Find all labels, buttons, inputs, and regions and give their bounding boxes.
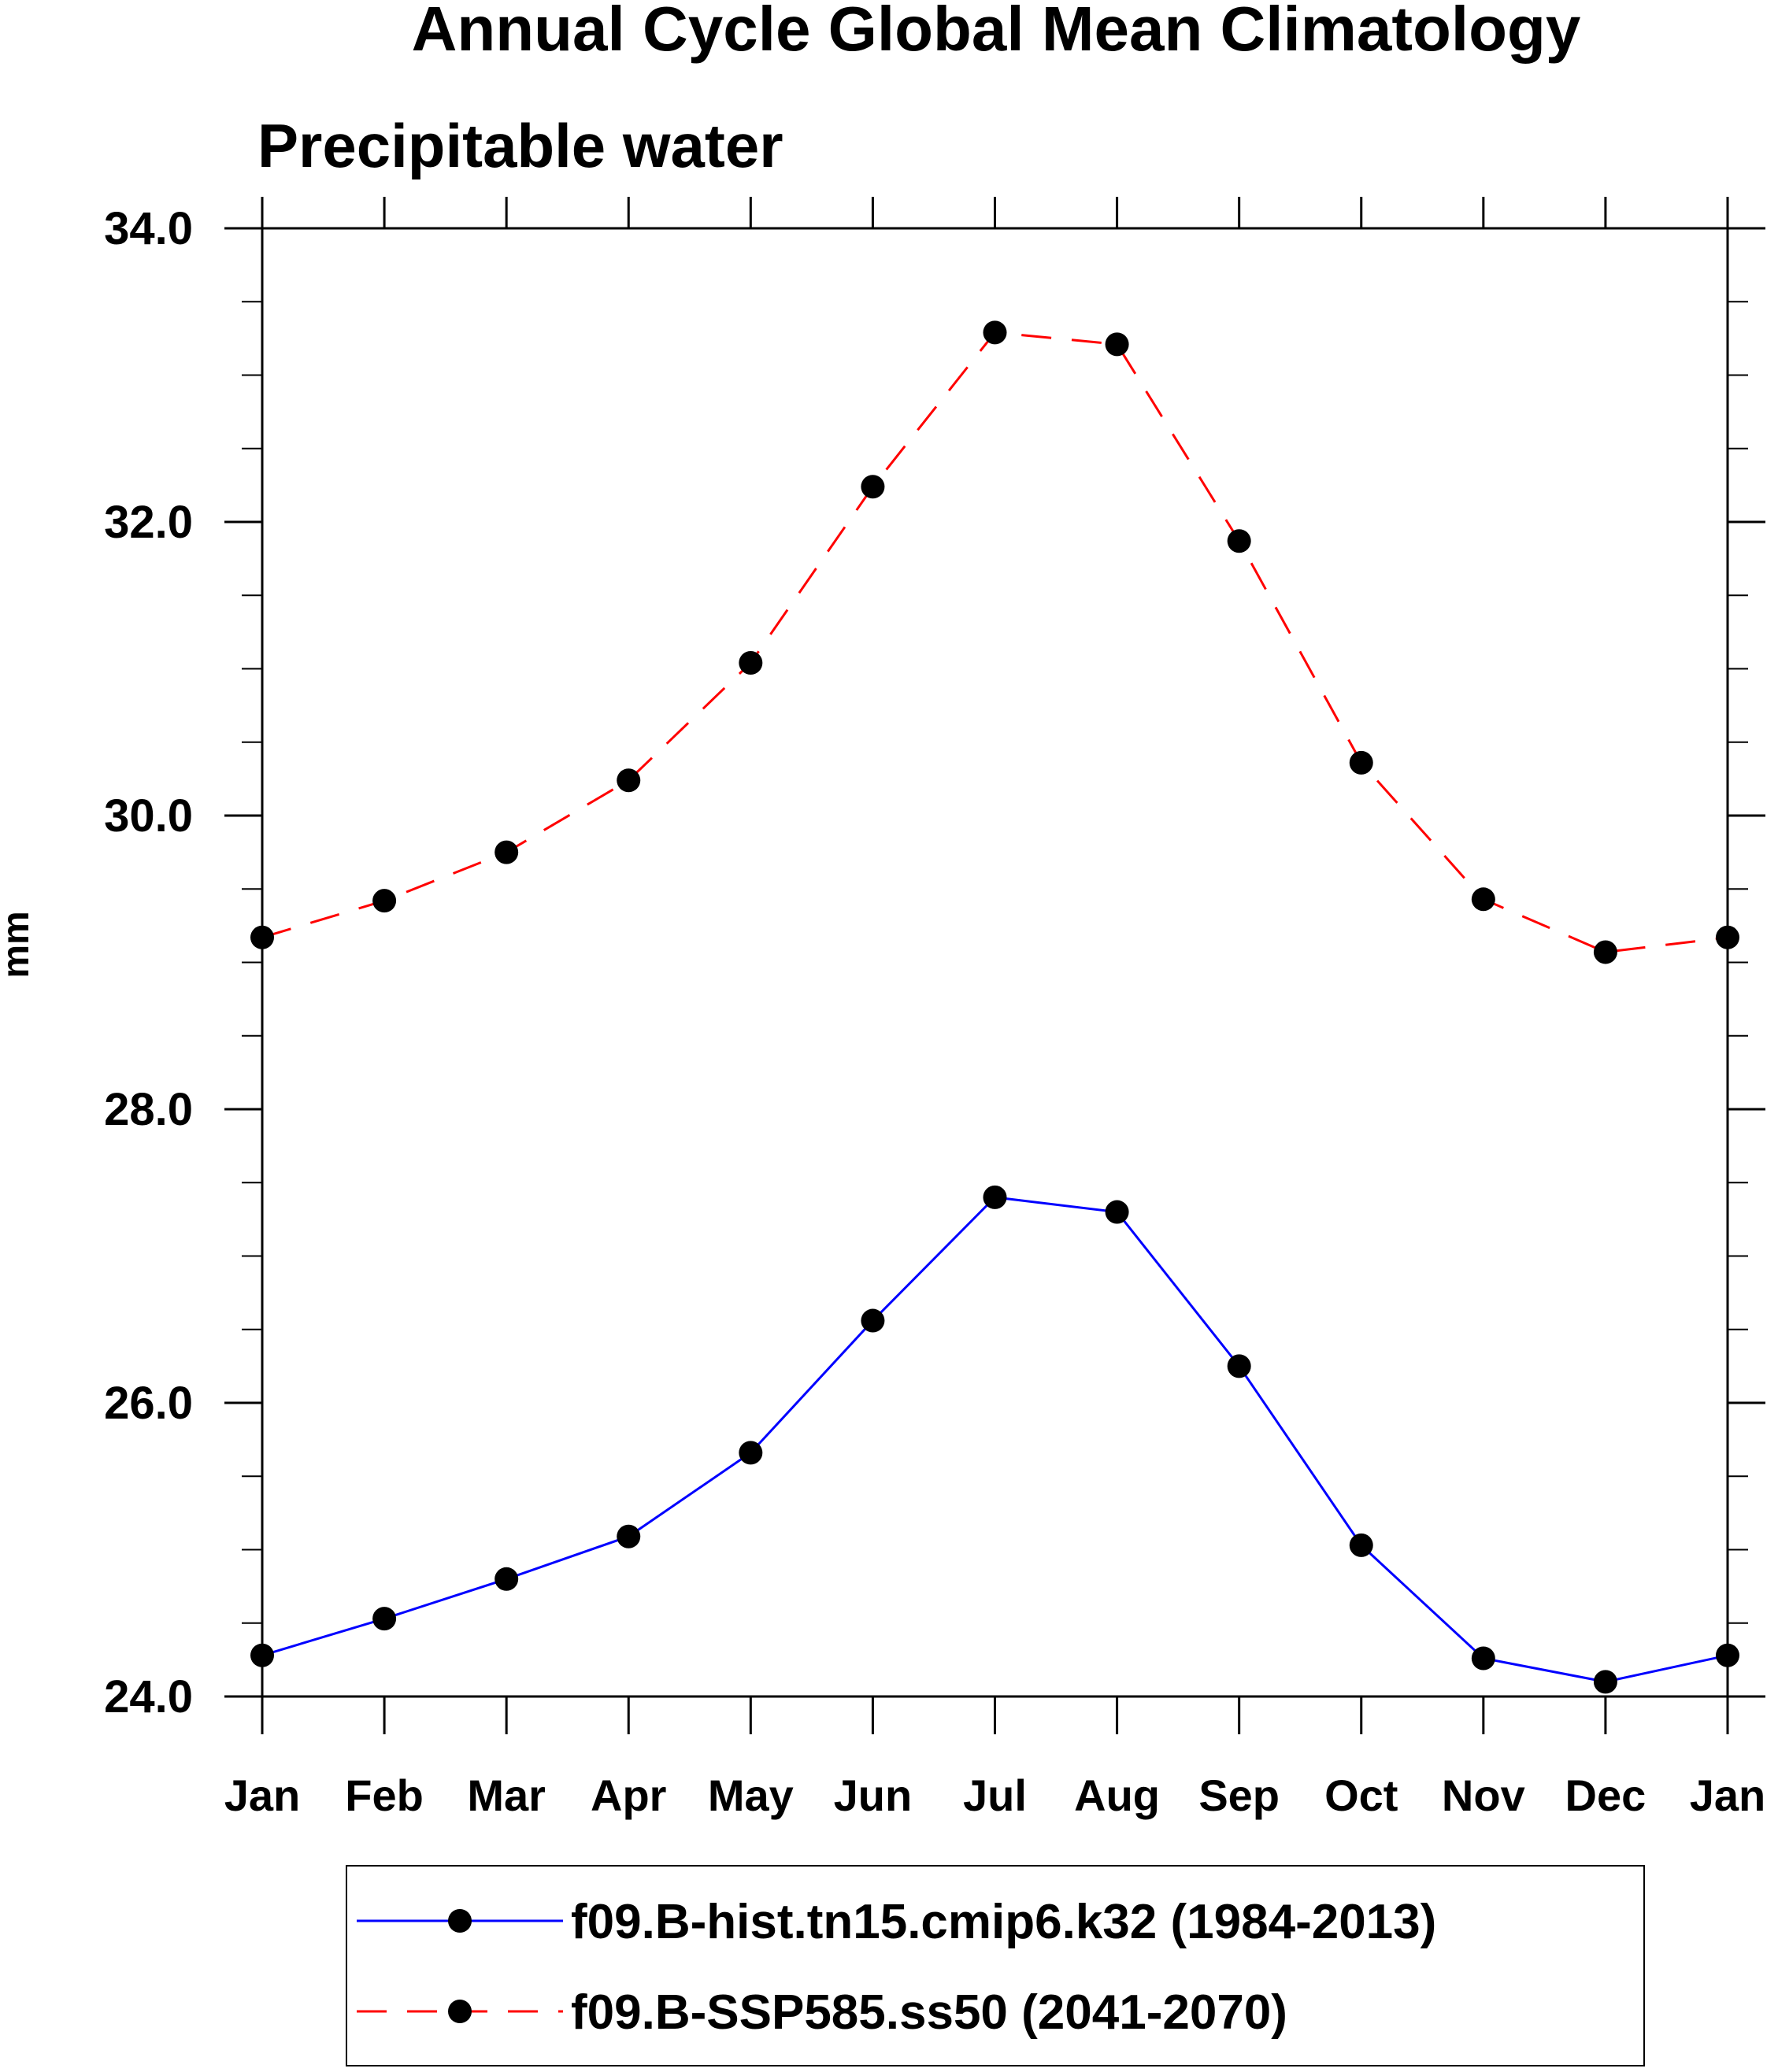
x-tick-label: May (708, 1770, 794, 1820)
x-tick-label: Mar (467, 1770, 546, 1820)
legend-marker-1 (448, 1909, 472, 1933)
x-tick-label: Jun (834, 1770, 913, 1820)
y-tick-label: 24.0 (104, 1671, 193, 1722)
x-tick-labels: Jan Feb Mar Apr May Jun Jul Aug Sep Oct Nov Dec Jan (224, 1770, 1766, 1820)
series-2-point (1471, 887, 1495, 912)
series-line-2 (261, 331, 1728, 953)
series-line-1 (261, 1196, 1728, 1683)
y-tick-label: 28.0 (104, 1084, 193, 1135)
series-1-point (1349, 1533, 1373, 1557)
series-2-point (739, 651, 763, 675)
series-2-point (495, 840, 519, 864)
x-tick-label: Apr (591, 1770, 666, 1820)
series-1-point (495, 1567, 519, 1591)
y-tick-labels: 24.0 26.0 28.0 30.0 32.0 34.0 (104, 203, 193, 1722)
series-1-point (372, 1607, 397, 1631)
legend: f09.B-hist.tn15.cmip6.k32 (1984-2013) f09… (346, 1865, 1645, 2066)
x-tick-label: Nov (1442, 1770, 1525, 1820)
series-2-point (983, 320, 1007, 345)
x-tick-label: Jan (224, 1770, 301, 1820)
y-axis-label: mm (0, 911, 37, 978)
x-tick-label: Jan (1690, 1770, 1766, 1820)
chart-title: Annual Cycle Global Mean Climatology (412, 0, 1581, 64)
x-tick-label: Dec (1565, 1770, 1647, 1820)
legend-marker-2 (448, 2000, 472, 2023)
data-markers (250, 320, 1739, 1694)
x-tick-label: Sep (1198, 1770, 1280, 1820)
legend-label-2: f09.B-SSP585.ss50 (2041-2070) (571, 1985, 1287, 2040)
series-1-point (1471, 1646, 1495, 1671)
series-lines (261, 331, 1728, 1683)
series-1-point (1593, 1670, 1617, 1694)
x-tick-label: Oct (1324, 1770, 1398, 1820)
series-2-point (372, 889, 397, 913)
series-2-point (617, 768, 641, 793)
series-1-point (1227, 1354, 1251, 1378)
series-1-point (617, 1524, 641, 1548)
x-tick-label: Aug (1074, 1770, 1160, 1820)
legend-label-1: f09.B-hist.tn15.cmip6.k32 (1984-2013) (571, 1895, 1436, 1949)
series-2-point (1349, 750, 1373, 775)
y-tick-label: 26.0 (104, 1378, 193, 1429)
legend-box (346, 1865, 1645, 2066)
series-1-point (1105, 1200, 1129, 1224)
series-2-point (1105, 332, 1129, 357)
series-2-point (1593, 940, 1617, 964)
y-tick-label: 34.0 (104, 203, 193, 254)
x-tick-label: Jul (963, 1770, 1027, 1820)
plot-frame (261, 227, 1729, 1698)
series-2-point (1227, 529, 1251, 553)
series-1-point (861, 1308, 885, 1333)
series-1-point (983, 1185, 1007, 1209)
series-2-point (861, 475, 885, 499)
y-tick-label: 30.0 (104, 790, 193, 842)
y-tick-label: 32.0 (104, 497, 193, 548)
x-tick-label: Feb (345, 1770, 424, 1820)
chart-subtitle: Precipitable water (257, 111, 783, 180)
series-1-point (739, 1441, 763, 1465)
axis-ticks (224, 197, 1765, 1734)
